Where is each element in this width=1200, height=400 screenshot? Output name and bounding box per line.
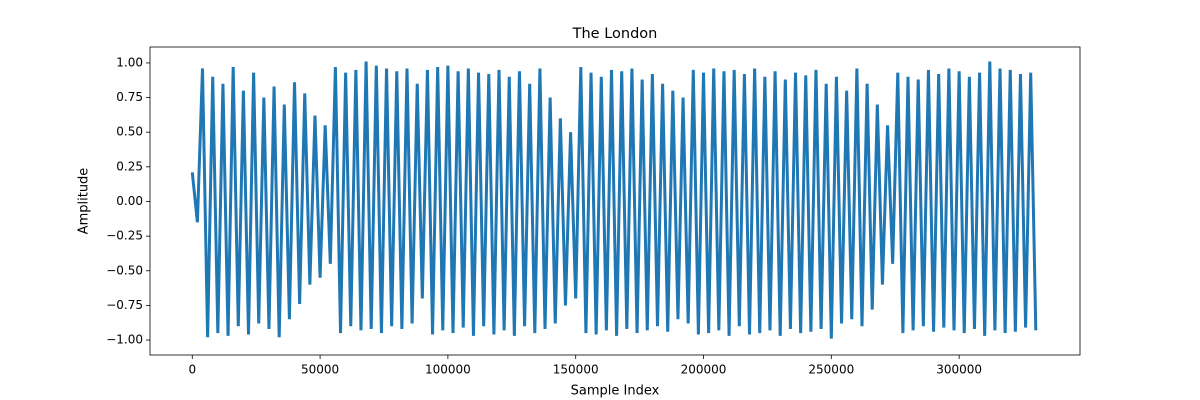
y-tick-label: 0.00 (116, 194, 143, 208)
x-tick-label: 250000 (808, 363, 854, 377)
y-tick-label: 1.00 (116, 55, 143, 69)
y-axis-label: Amplitude (77, 168, 92, 235)
y-tick-label: −0.75 (106, 298, 143, 312)
x-tick-label: 100000 (425, 363, 471, 377)
x-tick-label: 150000 (553, 363, 599, 377)
x-tick-label: 0 (188, 363, 196, 377)
x-tick-label: 200000 (681, 363, 727, 377)
plot-frame (149, 46, 1081, 356)
x-axis-label: Sample Index (571, 384, 660, 399)
y-tick-label: 0.75 (116, 90, 143, 104)
y-tick-label: −1.00 (106, 333, 143, 347)
y-tick-label: 0.25 (116, 159, 143, 173)
x-tick-label: 50000 (301, 363, 339, 377)
chart-title: The London (572, 26, 658, 42)
x-tick-label: 300000 (936, 363, 982, 377)
y-tick-label: −0.50 (106, 263, 143, 277)
y-tick-label: 0.50 (116, 125, 143, 139)
waveform-line (190, 61, 1038, 339)
y-tick-label: −0.25 (106, 229, 143, 243)
